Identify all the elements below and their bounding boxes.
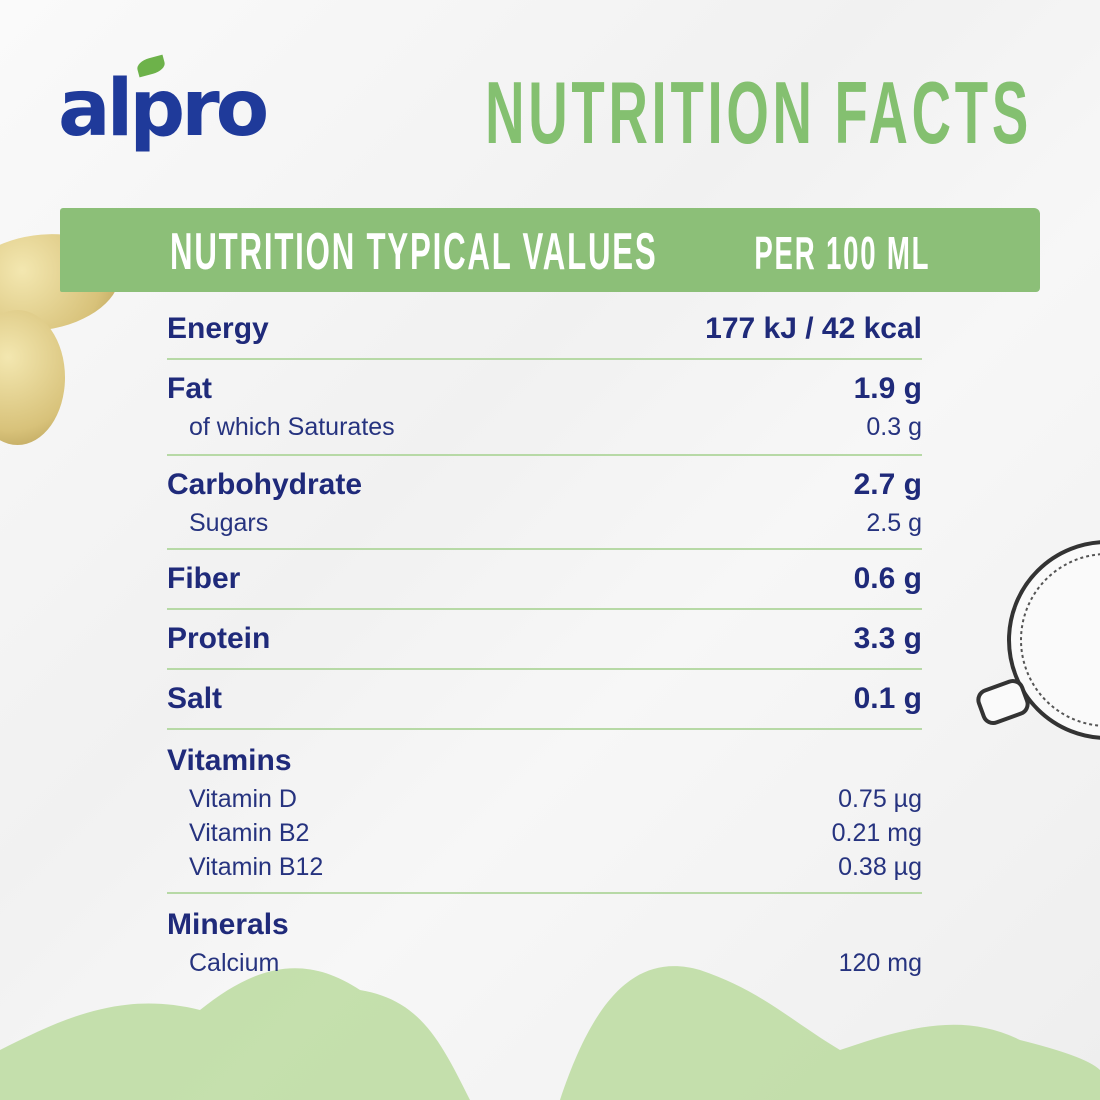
nutrient-label: Salt	[167, 682, 223, 715]
header-label: NUTRITION TYPICAL VALUES	[170, 223, 658, 281]
nutrient-label: Fat	[167, 372, 212, 405]
nutrient-value: 1.9 g	[853, 372, 922, 405]
nutrient-row: Vitamins Vitamin D 0.75 µg Vitamin B2 0.21 m…	[167, 730, 922, 894]
sub-nutrient-label: Vitamin D	[189, 785, 297, 813]
sub-nutrient-value: 0.75 µg	[838, 785, 922, 813]
nutrient-row: Minerals Calcium 120 mg	[167, 894, 922, 980]
nutrient-label: Fiber	[167, 562, 241, 595]
table-header-band: NUTRITION TYPICAL VALUES PER 100 ML	[60, 208, 1040, 292]
nutrient-value: 177 kJ / 42 kcal	[705, 312, 922, 345]
header-unit: PER 100 ML	[754, 227, 930, 279]
nutrient-value: 2.7 g	[853, 468, 922, 501]
sub-nutrient-label: Sugars	[189, 509, 269, 537]
sub-nutrient-label: of which Saturates	[189, 413, 395, 441]
nutrient-value: 0.6 g	[853, 562, 922, 595]
soybean-image	[0, 310, 65, 445]
sub-nutrient-value: 120 mg	[838, 949, 922, 977]
sub-nutrient-value: 2.5 g	[866, 509, 922, 537]
nutrient-row: Fat 1.9 g of which Saturates 0.3 g	[167, 360, 922, 456]
sub-nutrient-value: 0.3 g	[866, 413, 922, 441]
nutrient-label: Energy	[167, 312, 269, 345]
alpro-logo: alpro	[58, 64, 269, 154]
nutrient-row: Fiber 0.6 g	[167, 550, 922, 610]
nutrient-row: Salt 0.1 g	[167, 670, 922, 730]
sub-nutrient-label: Vitamin B12	[189, 853, 324, 881]
nutrient-value: 3.3 g	[853, 622, 922, 655]
sub-nutrient-value: 0.38 µg	[838, 853, 922, 881]
nutrient-label: Minerals	[167, 908, 289, 941]
nutrient-row: Energy 177 kJ / 42 kcal	[167, 300, 922, 360]
page-title: NUTRITION FACTS	[485, 63, 1032, 162]
nutrition-table: Energy 177 kJ / 42 kcal Fat 1.9 g of which S…	[167, 300, 922, 980]
nutrient-row: Carbohydrate 2.7 g Sugars 2.5 g	[167, 456, 922, 550]
mug-illustration	[976, 540, 1100, 740]
nutrient-row: Protein 3.3 g	[167, 610, 922, 670]
sub-nutrient-value: 0.21 mg	[831, 819, 922, 847]
sub-nutrient-label: Calcium	[189, 949, 280, 977]
nutrient-value: 0.1 g	[853, 682, 922, 715]
milk-splash-decoration	[0, 966, 1100, 1100]
nutrient-label: Vitamins	[167, 744, 292, 777]
sub-nutrient-label: Vitamin B2	[189, 819, 310, 847]
nutrient-label: Carbohydrate	[167, 468, 363, 501]
nutrient-label: Protein	[167, 622, 271, 655]
